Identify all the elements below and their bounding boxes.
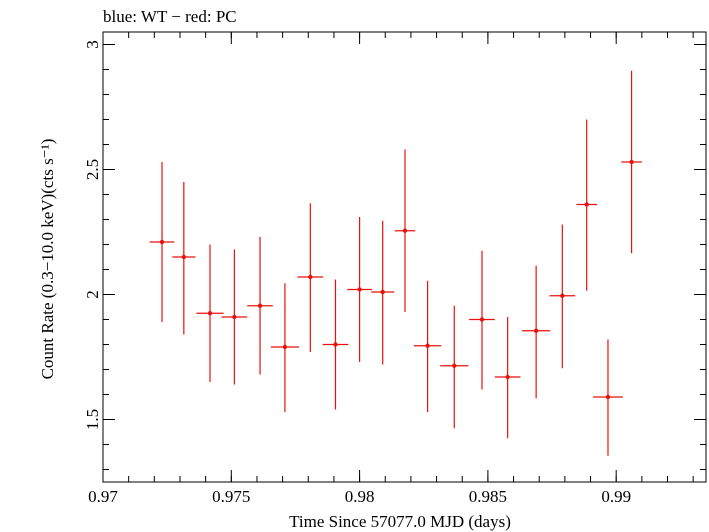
data-point bbox=[413, 280, 442, 412]
y-axis-title: Count Rate (0.3−10.0 keV)(cts s⁻¹) bbox=[38, 139, 57, 380]
data-point bbox=[322, 279, 349, 410]
data-point bbox=[549, 224, 576, 369]
data-point bbox=[172, 182, 196, 335]
chart-title: blue: WT − red: PC bbox=[103, 7, 237, 26]
point-marker bbox=[560, 293, 565, 298]
point-marker bbox=[380, 289, 385, 295]
data-point bbox=[576, 119, 597, 291]
data-point bbox=[196, 244, 224, 382]
data-point bbox=[593, 339, 623, 456]
data-point bbox=[394, 149, 416, 312]
data-point bbox=[149, 162, 175, 322]
point-marker bbox=[452, 363, 457, 368]
point-marker bbox=[584, 202, 589, 207]
data-points bbox=[149, 70, 642, 456]
data-point bbox=[371, 220, 395, 365]
axis-ticks bbox=[102, 32, 706, 482]
y-tick-label: 3 bbox=[83, 40, 102, 49]
point-marker bbox=[207, 311, 213, 316]
x-tick-label: 0.99 bbox=[601, 487, 631, 506]
point-marker bbox=[479, 317, 485, 322]
point-marker bbox=[505, 374, 510, 380]
point-marker bbox=[605, 394, 611, 400]
data-point bbox=[270, 283, 300, 412]
x-axis-title: Time Since 57077.0 MJD (days) bbox=[289, 512, 511, 531]
data-point bbox=[522, 265, 551, 399]
x-tick-label: 0.97 bbox=[88, 487, 118, 506]
x-tick-label: 0.975 bbox=[212, 487, 250, 506]
data-point bbox=[347, 217, 372, 362]
data-point bbox=[494, 317, 521, 439]
y-tick-label: 2 bbox=[83, 290, 102, 299]
data-point bbox=[297, 203, 324, 352]
point-marker bbox=[402, 228, 408, 233]
data-point bbox=[247, 237, 273, 375]
y-tick-label: 1.5 bbox=[83, 409, 102, 430]
axis-tick-labels: 0.97 0.975 0.98 0.985 0.99 1.5 2 2.5 3 bbox=[83, 40, 631, 506]
point-marker bbox=[308, 274, 313, 280]
x-tick-label: 0.985 bbox=[469, 487, 507, 506]
point-marker bbox=[425, 343, 430, 348]
point-marker bbox=[357, 287, 362, 292]
point-marker bbox=[181, 254, 187, 260]
point-marker bbox=[333, 342, 338, 347]
point-marker bbox=[533, 328, 539, 333]
data-point bbox=[621, 70, 642, 254]
point-marker bbox=[629, 159, 634, 165]
data-point bbox=[469, 250, 495, 390]
plot-frame bbox=[102, 31, 707, 483]
point-marker bbox=[257, 303, 263, 308]
y-tick-label: 2.5 bbox=[83, 159, 102, 180]
point-marker bbox=[232, 314, 237, 320]
point-marker bbox=[282, 344, 288, 350]
data-point bbox=[221, 249, 248, 385]
data-point bbox=[440, 305, 469, 429]
point-marker bbox=[159, 239, 165, 245]
x-tick-label: 0.98 bbox=[345, 487, 375, 506]
